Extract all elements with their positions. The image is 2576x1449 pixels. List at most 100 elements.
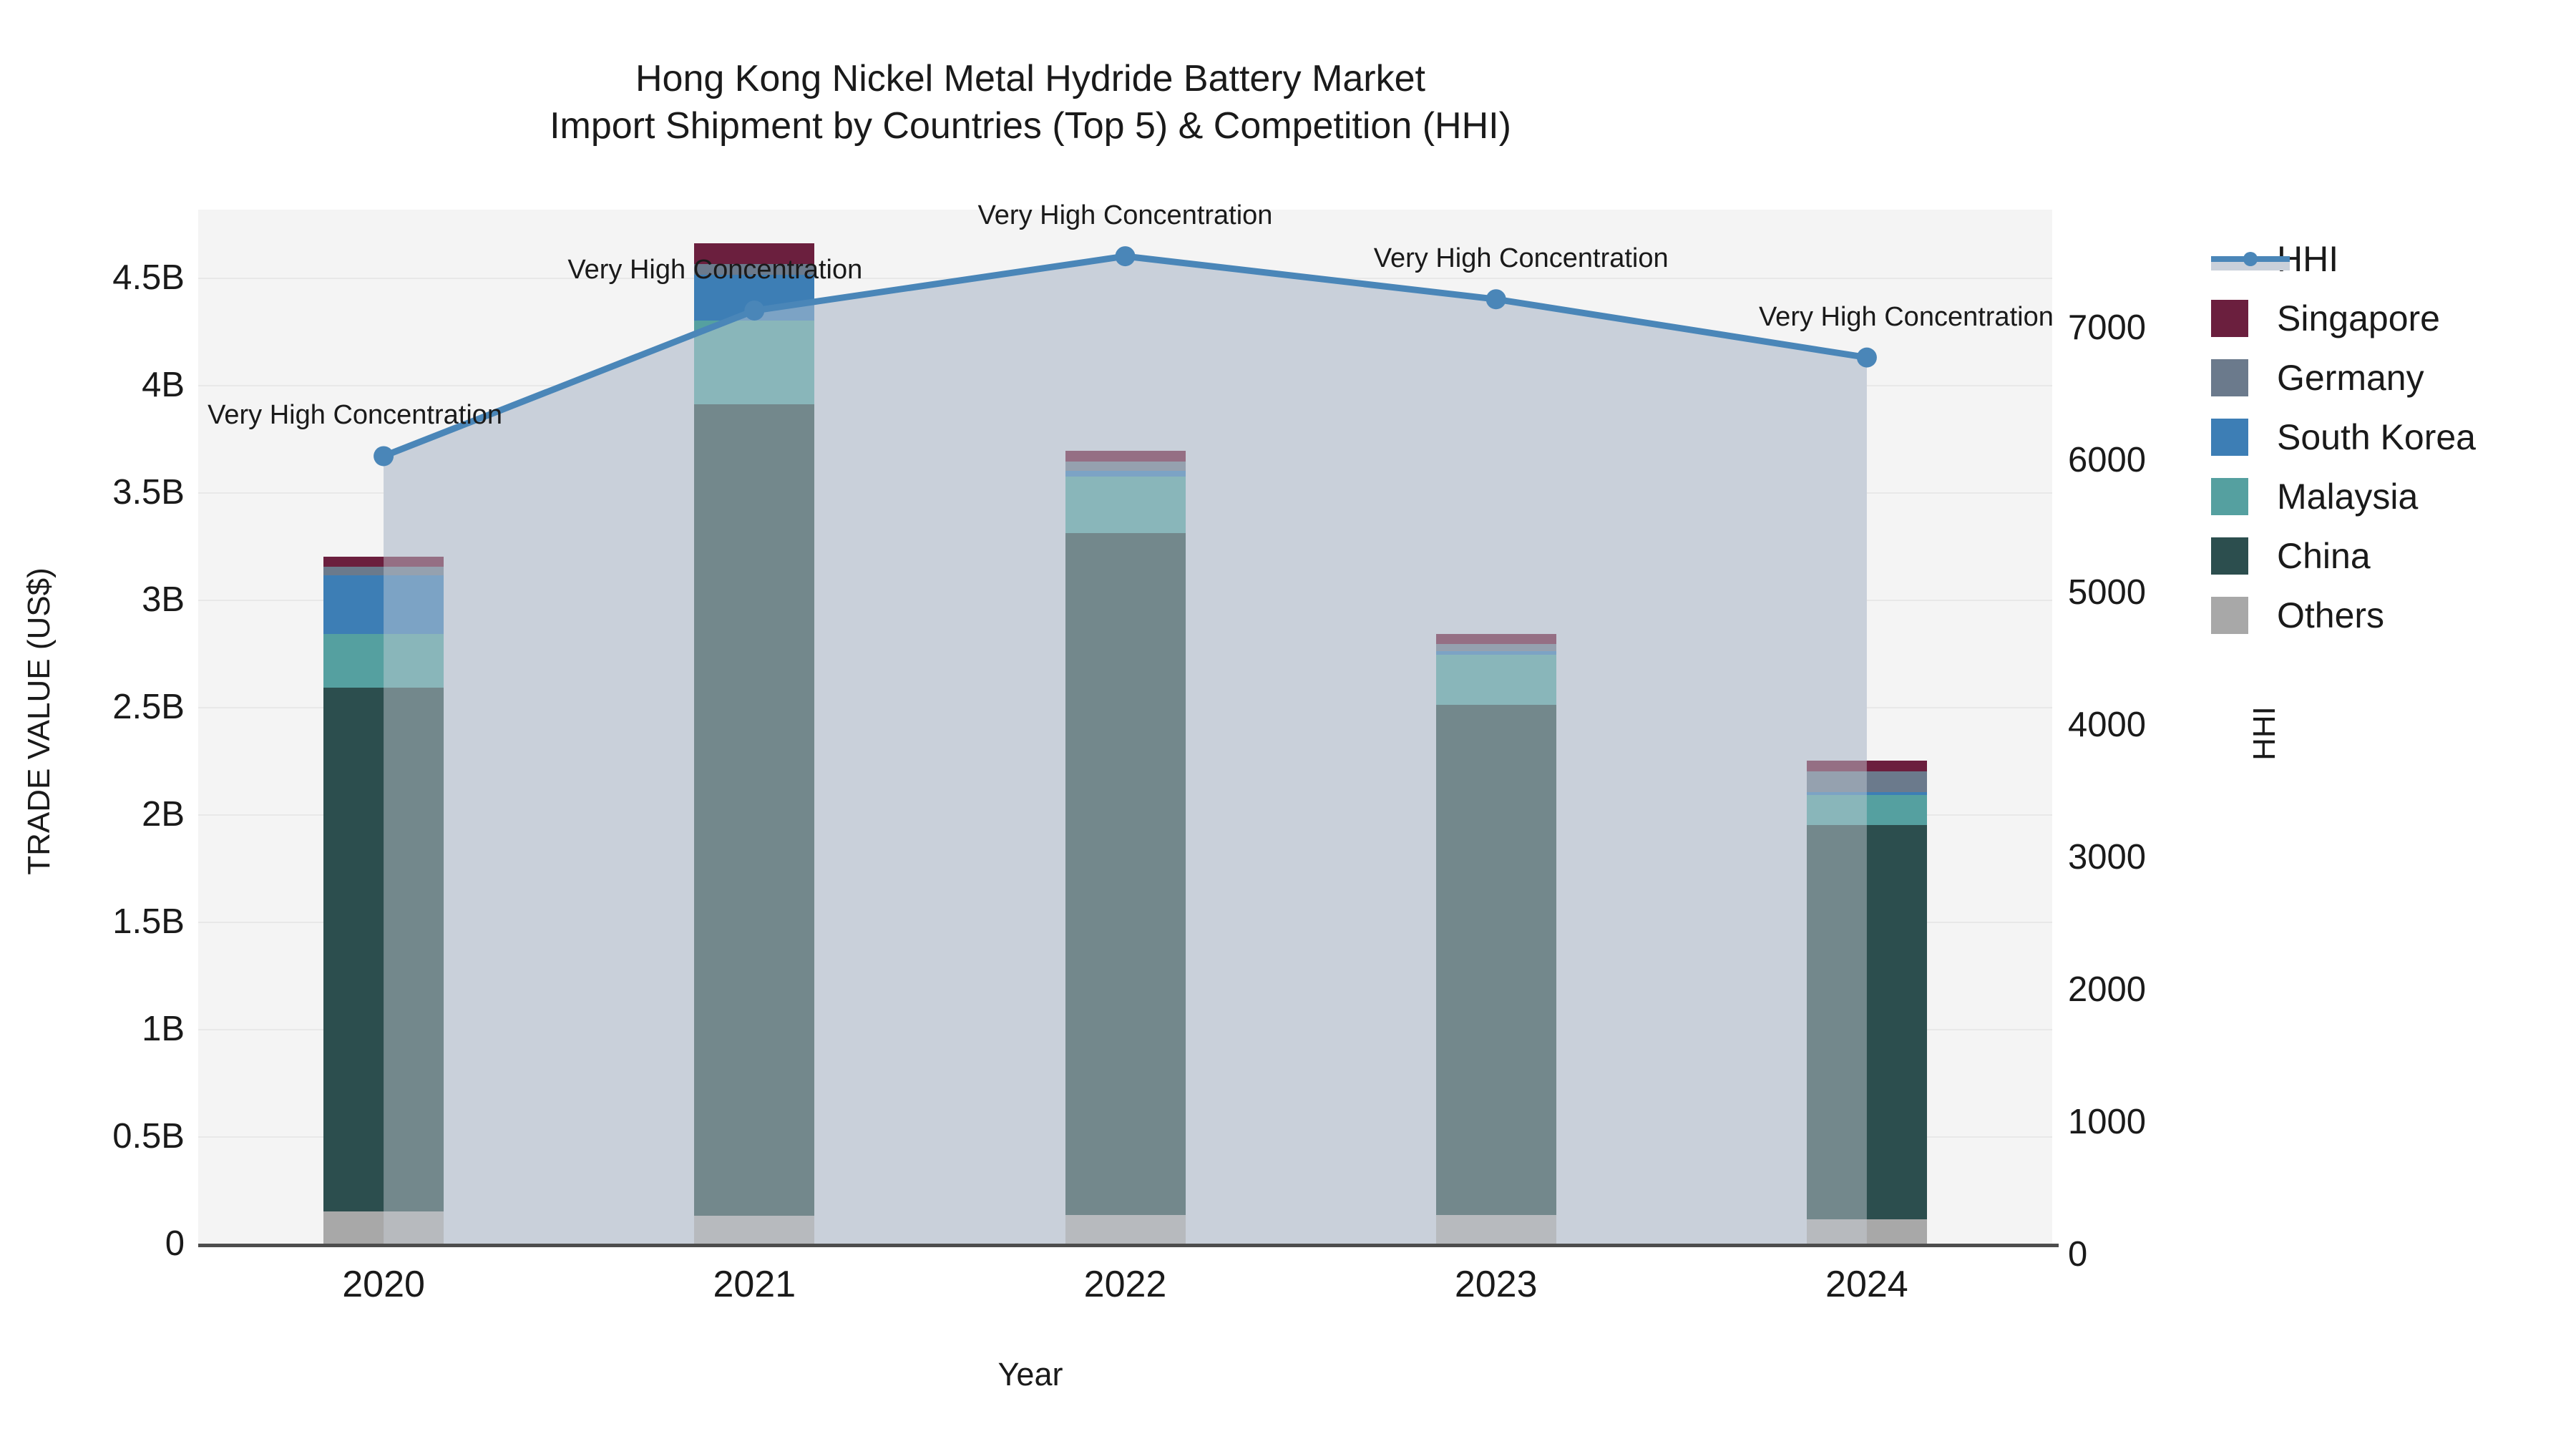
y-tick-label: 3.5B <box>112 473 185 512</box>
bar-segment-china[interactable] <box>1065 533 1186 1215</box>
bar-group[interactable] <box>1806 210 1927 1244</box>
bar-segment-singapore[interactable] <box>1806 761 1927 771</box>
legend-label: China <box>2277 535 2371 576</box>
bar-segment-others[interactable] <box>323 1211 444 1244</box>
legend-item[interactable]: Germany <box>2211 348 2555 407</box>
legend-label: South Korea <box>2277 416 2476 457</box>
x-tick-label: 2022 <box>1083 1264 1167 1305</box>
x-tick-label: 2021 <box>713 1264 796 1305</box>
legend-item[interactable]: Singapore <box>2211 288 2555 348</box>
hhi-annotation: Very High Concentration <box>567 254 863 285</box>
y-axis-label: TRADE VALUE (US$) <box>21 567 57 875</box>
bar-segment-china[interactable] <box>1435 705 1556 1215</box>
legend-line-marker-icon <box>2211 240 2290 278</box>
bar-segment-malaysia[interactable] <box>694 321 815 404</box>
hhi-marker[interactable] <box>1485 289 1506 310</box>
y-tick-label: 1B <box>142 1010 185 1048</box>
legend-swatch-icon <box>2211 596 2248 634</box>
bar-segment-others[interactable] <box>694 1216 815 1244</box>
bar-segment-others[interactable] <box>1806 1219 1927 1244</box>
hhi-annotation: Very High Concentration <box>1758 301 2054 332</box>
legend-label: Malaysia <box>2277 476 2419 517</box>
hhi-marker[interactable] <box>744 300 765 321</box>
hhi-annotation: Very High Concentration <box>208 400 503 431</box>
x-tick-label: 2024 <box>1825 1264 1908 1305</box>
bar-segment-south-korea[interactable] <box>1065 471 1186 477</box>
bar-segment-singapore[interactable] <box>1435 634 1556 644</box>
bar-segment-south-korea[interactable] <box>1435 651 1556 655</box>
y2-axis-ticks: 0 1000 2000 3000 4000 5000 6000 7000 <box>2068 0 2283 1449</box>
x-axis-label: Year <box>997 1356 1063 1392</box>
legend-item[interactable]: South Korea <box>2211 407 2555 467</box>
legend-label: Singapore <box>2277 298 2440 338</box>
legend-label: Others <box>2277 595 2385 635</box>
y-tick-label: 0 <box>165 1224 185 1263</box>
chart-title: Hong Kong Nickel Metal Hydride Battery M… <box>0 56 2061 150</box>
y2-axis-label: HHI <box>2247 706 2282 761</box>
hhi-marker[interactable] <box>374 446 394 467</box>
y-tick-label: 2.5B <box>112 688 185 726</box>
bar-segment-malaysia[interactable] <box>1435 654 1556 705</box>
y2-tick-label: 5000 <box>2068 573 2147 612</box>
bar-segment-south-korea[interactable] <box>323 575 444 634</box>
y-tick-label: 1.5B <box>112 902 185 941</box>
y-tick-label: 4.5B <box>112 258 185 297</box>
hhi-annotation: Very High Concentration <box>1373 243 1669 274</box>
bar-segment-singapore[interactable] <box>1065 450 1186 462</box>
chart-legend: HHI Singapore Germany South Korea Malaysia Ch… <box>2211 229 2555 645</box>
y2-tick-label: 0 <box>2068 1235 2088 1274</box>
bar-segment-others[interactable] <box>1435 1214 1556 1244</box>
y2-tick-label: 3000 <box>2068 838 2147 877</box>
chart-title-line2: Import Shipment by Countries (Top 5) & C… <box>550 104 1511 147</box>
y2-tick-label: 6000 <box>2068 441 2147 479</box>
y-tick-label: 2B <box>142 795 185 834</box>
y-axis-ticks: 0 0.5B 1B 1.5B 2B 2.5B 3B 3.5B 4B 4.5B <box>0 0 185 1449</box>
hhi-line <box>382 253 1868 459</box>
bar-segment-malaysia[interactable] <box>323 634 444 688</box>
bar-group[interactable] <box>694 210 815 1244</box>
legend-swatch-icon <box>2211 299 2248 337</box>
y-tick-label: 0.5B <box>112 1117 185 1156</box>
bar-segment-others[interactable] <box>1065 1214 1186 1244</box>
bar-segment-germany[interactable] <box>323 566 444 575</box>
legend-item[interactable]: HHI <box>2211 229 2555 288</box>
plot-area <box>198 210 2052 1245</box>
bar-segment-china[interactable] <box>323 688 444 1211</box>
bar-segment-germany[interactable] <box>694 263 815 275</box>
legend-swatch-icon <box>2211 477 2248 515</box>
bar-segment-singapore[interactable] <box>323 557 444 567</box>
bar-segment-germany[interactable] <box>1806 771 1927 792</box>
hhi-marker[interactable] <box>1115 246 1136 267</box>
legend-item[interactable]: Malaysia <box>2211 467 2555 526</box>
y2-tick-label: 4000 <box>2068 706 2147 744</box>
bar-group[interactable] <box>323 210 444 1244</box>
legend-swatch-icon <box>2211 418 2248 456</box>
legend-swatch-icon <box>2211 537 2248 575</box>
y2-tick-label: 7000 <box>2068 308 2147 347</box>
bar-group[interactable] <box>1065 210 1186 1244</box>
x-tick-label: 2020 <box>342 1264 425 1305</box>
legend-swatch-icon <box>2211 358 2248 396</box>
bar-segment-china[interactable] <box>1806 825 1927 1219</box>
legend-label: Germany <box>2277 357 2424 398</box>
bar-segment-south-korea[interactable] <box>1806 791 1927 795</box>
legend-item[interactable]: China <box>2211 526 2555 585</box>
bar-segment-germany[interactable] <box>1435 643 1556 651</box>
chart-title-line1: Hong Kong Nickel Metal Hydride Battery M… <box>635 58 1425 99</box>
y2-tick-label: 1000 <box>2068 1103 2147 1141</box>
hhi-annotation: Very High Concentration <box>977 200 1273 231</box>
bar-segment-malaysia[interactable] <box>1065 476 1186 533</box>
bar-segment-malaysia[interactable] <box>1806 795 1927 825</box>
y-tick-label: 3B <box>142 580 185 619</box>
x-tick-label: 2023 <box>1454 1264 1538 1305</box>
bar-segment-singapore[interactable] <box>694 243 815 264</box>
legend-item[interactable]: Others <box>2211 585 2555 645</box>
x-axis-line <box>198 1244 2059 1247</box>
y-tick-label: 4B <box>142 366 185 404</box>
y2-tick-label: 2000 <box>2068 970 2147 1009</box>
bar-group[interactable] <box>1435 210 1556 1244</box>
bar-segment-germany[interactable] <box>1065 461 1186 471</box>
hhi-marker[interactable] <box>1856 347 1877 368</box>
bar-segment-china[interactable] <box>694 404 815 1216</box>
